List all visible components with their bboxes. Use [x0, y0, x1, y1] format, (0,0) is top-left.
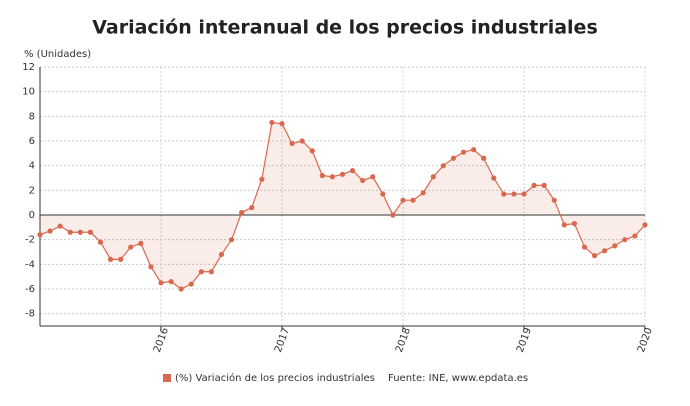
point — [118, 256, 124, 262]
point — [279, 121, 285, 127]
point — [107, 256, 114, 262]
point — [450, 155, 457, 161]
point — [87, 229, 94, 235]
point — [632, 233, 638, 239]
point — [57, 223, 63, 229]
point — [430, 174, 436, 180]
point — [299, 138, 305, 144]
point — [329, 174, 336, 180]
point — [410, 197, 416, 203]
point — [541, 182, 547, 188]
legend-swatch — [163, 374, 171, 382]
point — [370, 174, 376, 180]
y-tick-label: -8 — [25, 309, 35, 320]
point — [531, 182, 537, 188]
y-tick-label: 10 — [22, 87, 35, 98]
y-tick-label: 12 — [22, 62, 35, 73]
point — [168, 279, 174, 285]
point — [481, 155, 487, 161]
point — [97, 239, 104, 245]
source: Fuente: INE, www.epdata.es — [388, 373, 528, 384]
point — [228, 237, 235, 243]
y-tick-label: 0 — [29, 210, 35, 221]
point — [239, 209, 245, 216]
area — [40, 122, 645, 289]
point — [77, 229, 83, 235]
point — [571, 221, 578, 227]
x-tick-label: 2016 — [152, 326, 171, 354]
point — [561, 222, 567, 228]
point — [511, 191, 517, 197]
y-tick-label: 6 — [29, 136, 35, 147]
point — [67, 229, 73, 235]
point — [470, 147, 477, 153]
point — [602, 248, 608, 254]
x-tick-label: 2019 — [515, 326, 534, 354]
point — [440, 163, 446, 169]
point — [37, 232, 43, 238]
point — [400, 197, 406, 203]
point — [208, 269, 215, 275]
y-tick-label: 8 — [29, 111, 35, 122]
point — [309, 148, 315, 154]
point — [521, 191, 527, 197]
point — [47, 228, 53, 234]
point — [188, 281, 194, 287]
point — [420, 190, 426, 196]
point — [349, 168, 356, 174]
point — [380, 191, 386, 197]
y-tick-label: -4 — [25, 259, 35, 270]
point — [622, 237, 628, 243]
y-tick-label: 4 — [29, 161, 35, 172]
point — [551, 197, 557, 203]
y-tick-label: 2 — [29, 185, 35, 196]
legend-label: (%) Variación de los precios industriale… — [175, 372, 375, 384]
y-axis-label: % (Unidades) — [24, 49, 91, 60]
point — [148, 264, 154, 270]
y-tick-label: -6 — [25, 284, 35, 295]
point — [128, 244, 134, 250]
point — [591, 253, 598, 259]
point — [289, 140, 295, 147]
point — [581, 244, 588, 250]
point — [491, 175, 497, 181]
point — [249, 205, 255, 211]
point — [178, 286, 184, 292]
point — [390, 212, 396, 218]
point — [158, 280, 164, 286]
point — [339, 171, 346, 177]
point — [218, 251, 225, 258]
point — [259, 176, 265, 182]
point — [360, 177, 366, 184]
x-tick-label: 2018 — [394, 326, 413, 354]
point — [198, 269, 204, 275]
x-tick-label: 2020 — [636, 326, 655, 354]
x-tick-label: 2017 — [273, 326, 292, 354]
point — [612, 243, 618, 249]
point — [642, 222, 648, 228]
chart-title: Variación interanual de los precios indu… — [92, 17, 598, 39]
point — [269, 119, 275, 126]
point — [319, 172, 325, 179]
y-tick-label: -2 — [25, 235, 35, 246]
point — [138, 240, 144, 246]
point — [460, 149, 467, 155]
point — [501, 191, 507, 197]
